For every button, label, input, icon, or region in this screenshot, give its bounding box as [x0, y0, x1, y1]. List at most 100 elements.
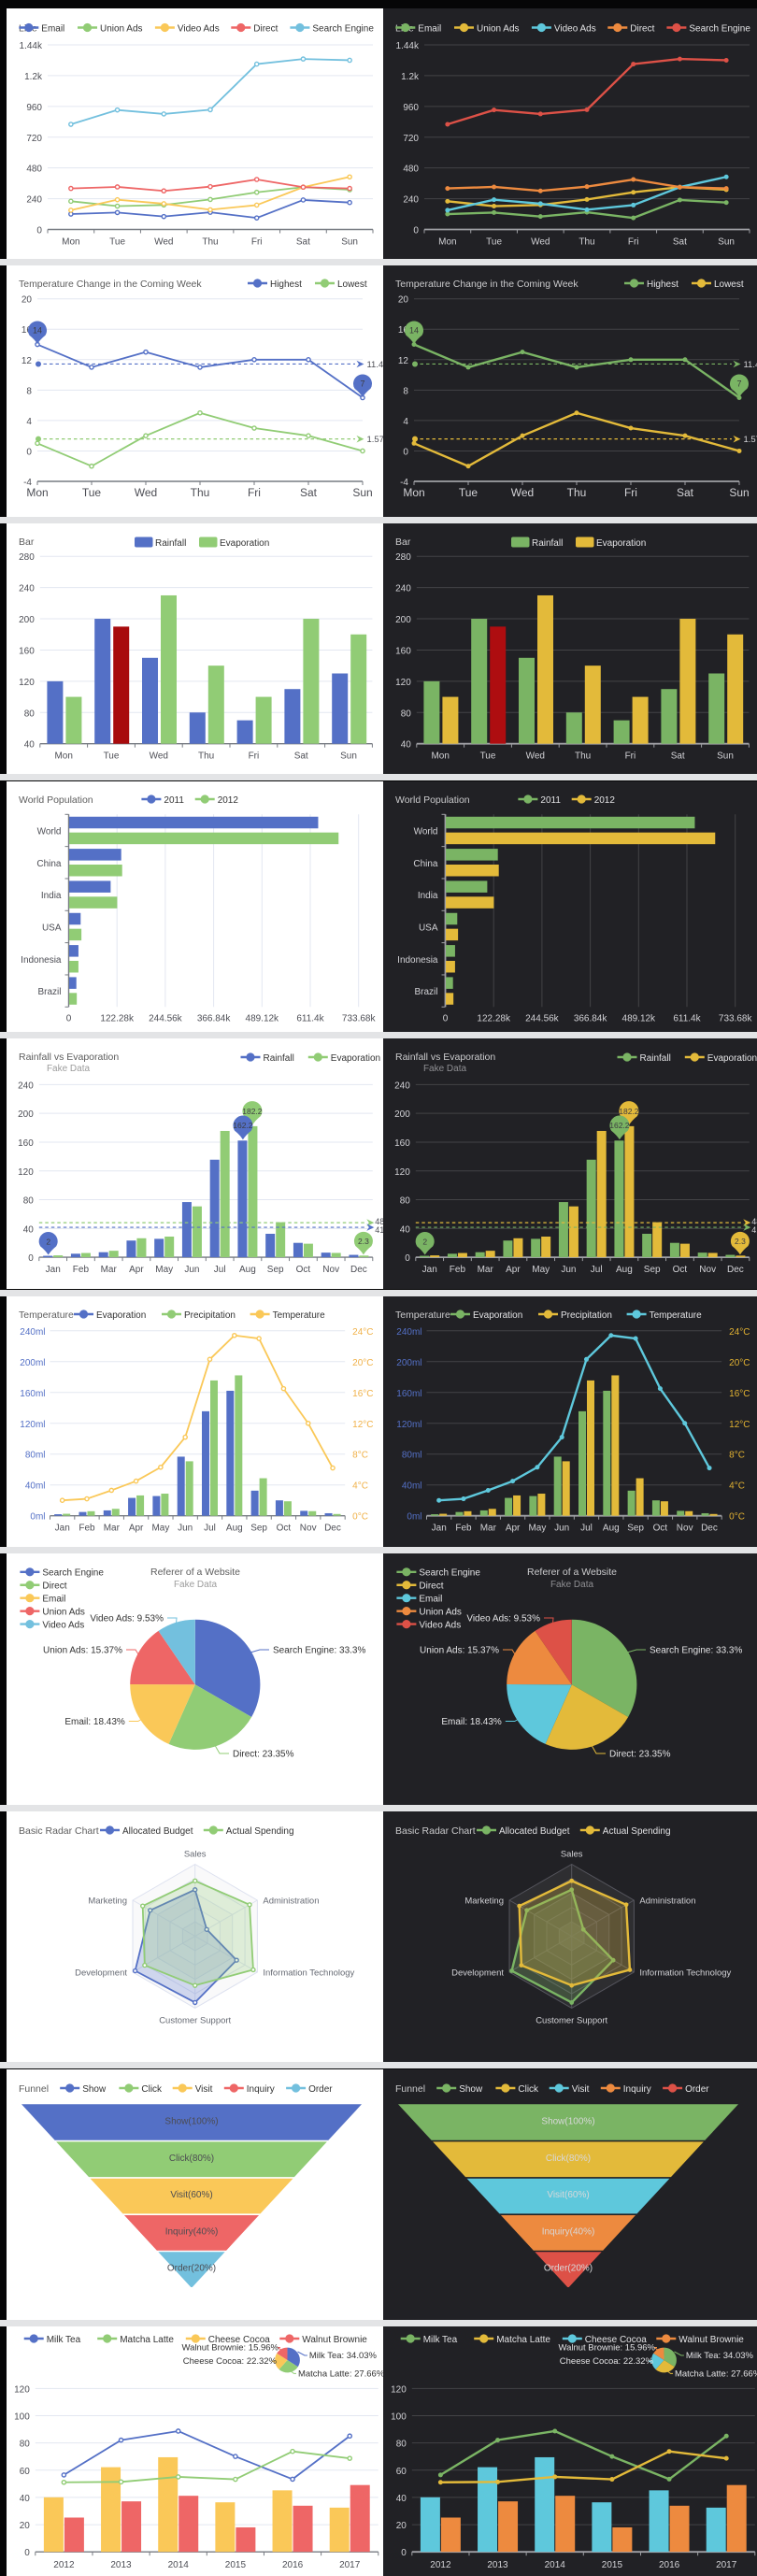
- svg-text:Nov: Nov: [699, 1265, 716, 1275]
- svg-text:Highest: Highest: [647, 279, 678, 290]
- svg-text:Sun: Sun: [717, 751, 734, 762]
- svg-text:0ml: 0ml: [407, 1511, 421, 1522]
- svg-text:Tue: Tue: [82, 486, 102, 499]
- svg-text:80: 80: [20, 2440, 31, 2450]
- svg-text:Thu: Thu: [191, 486, 210, 499]
- svg-text:Inquiry(40%): Inquiry(40%): [165, 2226, 219, 2237]
- svg-text:120ml: 120ml: [20, 1419, 45, 1429]
- svg-text:Highest: Highest: [270, 279, 302, 290]
- svg-text:Mar: Mar: [480, 1523, 497, 1533]
- svg-text:Order: Order: [685, 2083, 709, 2094]
- svg-text:200: 200: [18, 1109, 34, 1120]
- svg-text:World: World: [37, 826, 62, 837]
- svg-text:Jul: Jul: [204, 1523, 216, 1533]
- svg-text:122.28k: 122.28k: [477, 1013, 510, 1023]
- svg-text:120: 120: [19, 678, 35, 688]
- svg-text:Wed: Wed: [150, 751, 168, 762]
- svg-text:Sep: Sep: [644, 1265, 661, 1275]
- svg-text:0: 0: [26, 448, 32, 458]
- svg-text:160ml: 160ml: [396, 1388, 421, 1398]
- svg-text:Cheese Cocoa: Cheese Cocoa: [208, 2335, 270, 2345]
- svg-text:Referer of a Website: Referer of a Website: [150, 1567, 240, 1578]
- svg-text:Direct: 23.35%: Direct: 23.35%: [233, 1750, 294, 1760]
- svg-text:1.44k: 1.44k: [20, 41, 42, 51]
- svg-text:48.07: 48.07: [751, 1217, 757, 1226]
- svg-text:Mon: Mon: [62, 236, 79, 247]
- svg-text:40ml: 40ml: [25, 1481, 46, 1491]
- svg-text:Search Engine: 33.3%: Search Engine: 33.3%: [273, 1646, 365, 1656]
- svg-text:Sat: Sat: [296, 236, 310, 247]
- svg-text:4: 4: [403, 417, 408, 427]
- svg-text:Email: 18.43%: Email: 18.43%: [441, 1717, 501, 1727]
- svg-text:Temperature: Temperature: [19, 1310, 74, 1321]
- svg-text:160: 160: [18, 1138, 34, 1149]
- svg-text:May: May: [532, 1265, 550, 1275]
- svg-text:Cheese Cocoa: 22.32%: Cheese Cocoa: 22.32%: [560, 2356, 654, 2367]
- svg-text:2017: 2017: [339, 2560, 361, 2570]
- svg-text:16: 16: [398, 325, 409, 336]
- svg-text:366.84k: 366.84k: [574, 1013, 607, 1023]
- svg-text:4: 4: [26, 417, 32, 427]
- svg-text:Feb: Feb: [450, 1265, 466, 1275]
- svg-text:Jun: Jun: [554, 1523, 569, 1533]
- svg-text:Funnel: Funnel: [19, 2083, 49, 2094]
- svg-text:240ml: 240ml: [396, 1326, 421, 1337]
- svg-text:2015: 2015: [225, 2560, 247, 2570]
- svg-text:24°C: 24°C: [729, 1326, 750, 1337]
- svg-text:Jan: Jan: [432, 1523, 447, 1533]
- svg-text:Jun: Jun: [561, 1265, 576, 1275]
- svg-text:80: 80: [401, 708, 412, 719]
- svg-text:Jun: Jun: [178, 1523, 193, 1533]
- svg-text:Evaporation: Evaporation: [473, 1309, 522, 1320]
- svg-text:200ml: 200ml: [396, 1357, 421, 1367]
- svg-text:Temperature: Temperature: [650, 1309, 702, 1320]
- svg-text:Oct: Oct: [673, 1265, 688, 1275]
- svg-text:20°C: 20°C: [729, 1357, 750, 1367]
- svg-text:India: India: [41, 891, 62, 901]
- svg-text:Indonesia: Indonesia: [21, 954, 62, 965]
- svg-text:2013: 2013: [110, 2560, 132, 2570]
- svg-text:World Population: World Population: [395, 794, 470, 805]
- svg-text:Direct: 23.35%: Direct: 23.35%: [609, 1750, 671, 1760]
- svg-text:Fake Data: Fake Data: [47, 1064, 91, 1074]
- svg-text:120: 120: [391, 2384, 407, 2395]
- svg-text:733.68k: 733.68k: [342, 1013, 376, 1023]
- svg-text:2: 2: [46, 1237, 50, 1246]
- svg-text:Order(20%): Order(20%): [167, 2263, 216, 2273]
- svg-text:Direct: Direct: [630, 23, 654, 34]
- svg-text:Thu: Thu: [567, 486, 587, 499]
- svg-text:Bar: Bar: [19, 537, 35, 548]
- svg-text:Rainfall: Rainfall: [532, 538, 563, 549]
- svg-text:May: May: [151, 1523, 169, 1533]
- svg-text:200: 200: [19, 615, 35, 625]
- svg-text:Wed: Wed: [526, 751, 545, 762]
- svg-text:1.57: 1.57: [743, 435, 757, 445]
- svg-text:Milk Tea: Milk Tea: [423, 2335, 458, 2345]
- svg-text:0: 0: [403, 448, 408, 458]
- svg-text:12°C: 12°C: [352, 1419, 373, 1429]
- svg-text:2.3: 2.3: [358, 1237, 369, 1246]
- svg-text:Bar: Bar: [395, 537, 411, 548]
- svg-text:Show(100%): Show(100%): [164, 2116, 218, 2126]
- svg-text:Wed: Wed: [531, 236, 550, 247]
- svg-text:41.63: 41.63: [751, 1225, 757, 1235]
- svg-text:Direct: Direct: [253, 23, 278, 34]
- svg-text:Click: Click: [141, 2083, 162, 2094]
- svg-text:Rainfall vs Evaporation: Rainfall vs Evaporation: [395, 1052, 495, 1063]
- svg-text:Precipitation: Precipitation: [184, 1309, 236, 1320]
- svg-text:160ml: 160ml: [20, 1388, 45, 1398]
- svg-text:200: 200: [394, 1109, 410, 1120]
- svg-text:200: 200: [395, 615, 411, 625]
- svg-text:Matcha Latte: 27.66%: Matcha Latte: 27.66%: [298, 2368, 383, 2379]
- svg-text:Fri: Fri: [248, 486, 261, 499]
- svg-text:611.4k: 611.4k: [673, 1013, 700, 1023]
- svg-text:20: 20: [21, 295, 33, 306]
- svg-text:Dec: Dec: [350, 1265, 367, 1275]
- svg-text:Feb: Feb: [73, 1265, 90, 1275]
- svg-text:Temperature Change in the Comi: Temperature Change in the Coming Week: [19, 279, 202, 290]
- svg-text:Jun: Jun: [184, 1265, 199, 1275]
- svg-text:Actual Spending: Actual Spending: [603, 1826, 671, 1837]
- svg-text:Matcha Latte: Matcha Latte: [120, 2335, 174, 2345]
- svg-text:240: 240: [18, 1080, 34, 1091]
- svg-text:182.2: 182.2: [242, 1107, 263, 1116]
